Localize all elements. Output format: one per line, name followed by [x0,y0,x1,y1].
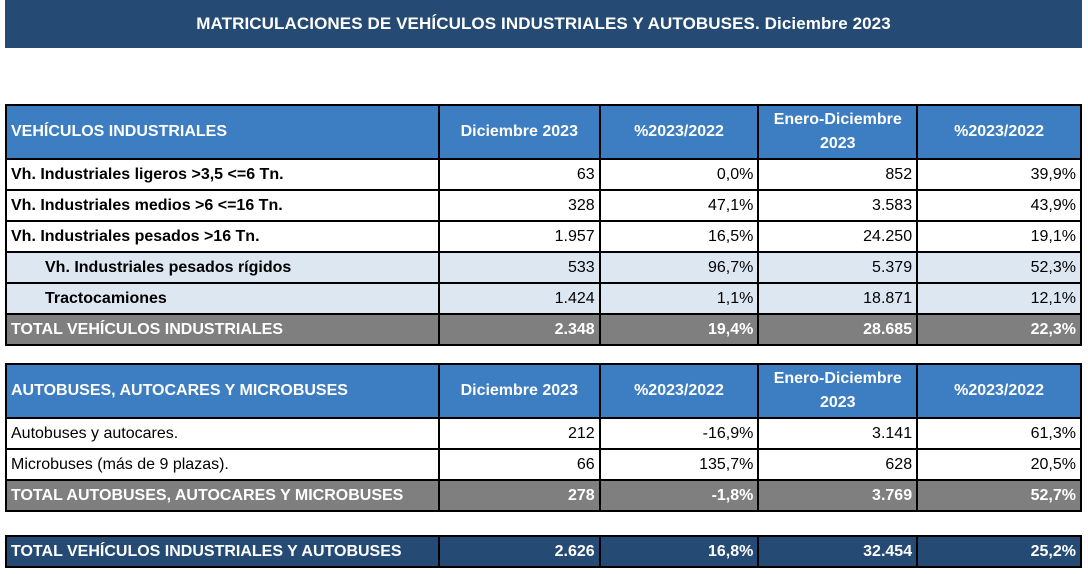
cell-pct1: 16,5% [598,220,760,253]
table-row: Microbuses (más de 9 plazas). 66 135,7% … [5,448,1082,481]
cell-dic: 63 [437,158,601,191]
grand-total-pct2: 25,2% [916,535,1082,568]
industriales-table: VEHÍCULOS INDUSTRIALES Diciembre 2023 %2… [5,104,1082,346]
cell-ene: 3.583 [757,189,919,222]
autobuses-header-row: AUTOBUSES, AUTOCARES Y MICROBUSES Diciem… [5,363,1082,419]
cell-pct2: 19,1% [916,220,1082,253]
cell-ene: 5.379 [757,251,919,284]
row-label: Vh. Industriales pesados >16 Tn. [5,220,440,253]
cell-ene: 18.871 [757,282,919,315]
table-row: Autobuses y autocares. 212 -16,9% 3.141 … [5,417,1082,450]
total-label: TOTAL VEHÍCULOS INDUSTRIALES [5,313,440,346]
cell-pct2: 20,5% [916,448,1082,481]
row-label: Vh. Industriales pesados rígidos [5,251,440,284]
cell-ene: 852 [757,158,919,191]
table-row: Vh. Industriales medios >6 <=16 Tn. 328 … [5,189,1082,222]
total-dic: 278 [437,479,601,512]
row-label: Tractocamiones [5,282,440,315]
grand-total-dic: 2.626 [437,535,601,568]
report-title: MATRICULACIONES DE VEHÍCULOS INDUSTRIALE… [5,0,1082,48]
total-ene: 28.685 [757,313,919,346]
cell-pct2: 43,9% [916,189,1082,222]
cell-dic: 533 [437,251,601,284]
row-label: Vh. Industriales ligeros >3,5 <=6 Tn. [5,158,440,191]
table-row: Vh. Industriales pesados >16 Tn. 1.957 1… [5,220,1082,253]
total-pct1: 19,4% [598,313,760,346]
total-pct2: 52,7% [916,479,1082,512]
grand-total-label: TOTAL VEHÍCULOS INDUSTRIALES Y AUTOBUSES [5,535,440,568]
industriales-total-row: TOTAL VEHÍCULOS INDUSTRIALES 2.348 19,4%… [5,313,1082,346]
cell-ene: 24.250 [757,220,919,253]
row-label: Autobuses y autocares. [5,417,440,450]
grand-total-pct1: 16,8% [598,535,760,568]
total-pct1: -1,8% [598,479,760,512]
cell-pct1: 0,0% [598,158,760,191]
industriales-header-row: VEHÍCULOS INDUSTRIALES Diciembre 2023 %2… [5,104,1082,160]
row-label: Microbuses (más de 9 plazas). [5,448,440,481]
header-diciembre: Diciembre 2023 [437,363,601,419]
cell-ene: 3.141 [757,417,919,450]
table-row: Tractocamiones 1.424 1,1% 18.871 12,1% [5,282,1082,315]
header-category: VEHÍCULOS INDUSTRIALES [5,104,440,160]
total-pct2: 22,3% [916,313,1082,346]
cell-pct1: 1,1% [598,282,760,315]
cell-pct1: -16,9% [598,417,760,450]
grand-total-row: TOTAL VEHÍCULOS INDUSTRIALES Y AUTOBUSES… [5,535,1082,568]
header-pct-month: %2023/2022 [598,104,760,160]
total-dic: 2.348 [437,313,601,346]
cell-pct2: 12,1% [916,282,1082,315]
cell-ene: 628 [757,448,919,481]
autobuses-total-row: TOTAL AUTOBUSES, AUTOCARES Y MICROBUSES … [5,479,1082,512]
header-diciembre: Diciembre 2023 [437,104,601,160]
total-ene: 3.769 [757,479,919,512]
header-category: AUTOBUSES, AUTOCARES Y MICROBUSES [5,363,440,419]
cell-pct1: 96,7% [598,251,760,284]
cell-dic: 1.424 [437,282,601,315]
cell-dic: 1.957 [437,220,601,253]
table-row: Vh. Industriales ligeros >3,5 <=6 Tn. 63… [5,158,1082,191]
total-label: TOTAL AUTOBUSES, AUTOCARES Y MICROBUSES [5,479,440,512]
header-pct-month: %2023/2022 [598,363,760,419]
cell-pct2: 61,3% [916,417,1082,450]
cell-dic: 328 [437,189,601,222]
cell-dic: 66 [437,448,601,481]
cell-pct2: 52,3% [916,251,1082,284]
header-enero-diciembre: Enero-Diciembre 2023 [757,363,919,419]
grand-total-ene: 32.454 [757,535,919,568]
autobuses-table: AUTOBUSES, AUTOCARES Y MICROBUSES Diciem… [5,363,1082,512]
header-enero-diciembre: Enero-Diciembre 2023 [757,104,919,160]
table-row: Vh. Industriales pesados rígidos 533 96,… [5,251,1082,284]
header-pct-year: %2023/2022 [916,363,1082,419]
row-label: Vh. Industriales medios >6 <=16 Tn. [5,189,440,222]
cell-pct2: 39,9% [916,158,1082,191]
header-pct-year: %2023/2022 [916,104,1082,160]
cell-pct1: 47,1% [598,189,760,222]
cell-pct1: 135,7% [598,448,760,481]
grand-total-table: TOTAL VEHÍCULOS INDUSTRIALES Y AUTOBUSES… [5,535,1082,568]
cell-dic: 212 [437,417,601,450]
